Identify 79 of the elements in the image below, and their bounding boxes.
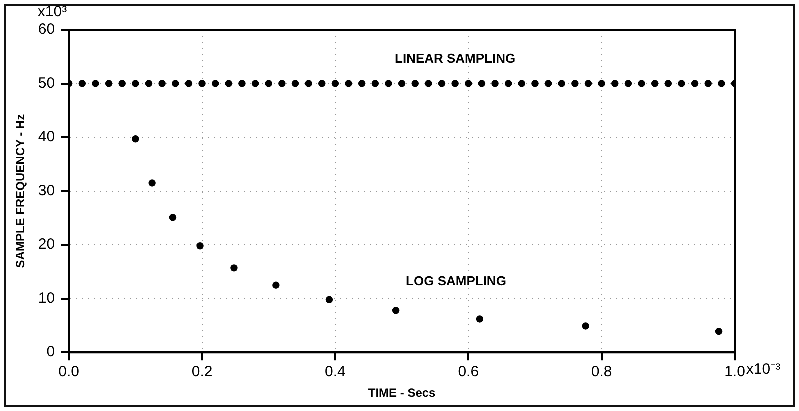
point [664,80,672,88]
point [715,328,723,336]
point [504,80,512,88]
point [718,80,726,88]
point [425,80,432,88]
point [452,80,459,88]
point [582,322,590,330]
y-tick-label: 60 [38,21,56,38]
point [572,80,579,88]
text: x10³ [38,4,68,21]
point [158,80,166,88]
point [476,316,484,323]
point [148,180,156,187]
x-tick-label: 0.6 [458,364,480,381]
point [132,136,140,143]
point [372,80,380,88]
x-tick-label: 1.0 [724,364,746,381]
x-tick-label: 0.2 [192,364,213,381]
text: x10⁻³ [746,361,781,378]
point [318,80,326,88]
point [92,80,100,88]
point [691,80,699,88]
point [438,80,446,88]
point [412,80,419,88]
point [225,80,233,88]
point [185,80,193,88]
point [651,80,659,88]
point [678,80,686,88]
y-tick-label: 30 [38,182,56,200]
point [305,80,312,88]
x-tick-label: 0.0 [58,364,80,381]
point [478,80,486,88]
point [358,80,366,88]
point [212,80,220,88]
x-tick-label: 0.4 [325,364,346,381]
point [326,296,334,304]
point [265,80,272,88]
point [272,282,280,289]
point [332,80,340,88]
point [118,80,126,88]
point [612,80,619,88]
point [492,80,499,88]
point [532,80,539,88]
y-tick-label: 10 [38,290,56,307]
point [558,80,566,88]
point [544,80,552,88]
series-label: LINEAR SAMPLING [395,50,516,66]
point [385,80,392,88]
point [252,80,260,88]
point [278,80,286,88]
y-tick-label: 0 [46,344,56,361]
point [392,307,400,314]
point [345,80,352,88]
y-tick-label: 50 [38,74,56,92]
point [624,80,632,88]
point [398,80,406,88]
point [638,80,646,88]
series-label: LOG SAMPLING [406,274,506,289]
point [704,80,712,88]
point [198,80,206,88]
point [584,80,592,88]
y-tick-label: 20 [38,236,56,254]
point [230,264,238,272]
x-axis-title: TIME - Secs [368,386,436,400]
point [105,80,113,88]
y-tick-label: 40 [38,128,56,146]
point [518,80,526,88]
point [145,80,153,88]
x-tick-label: 0.8 [591,364,612,381]
point [78,80,86,88]
point [598,80,606,88]
point [172,80,180,88]
point [465,80,472,88]
y-axis-title: SAMPLE FREQUENCY - Hz [14,114,28,268]
point [238,80,246,88]
point [292,80,300,88]
point [132,80,140,88]
point [196,242,204,250]
point [169,214,177,222]
